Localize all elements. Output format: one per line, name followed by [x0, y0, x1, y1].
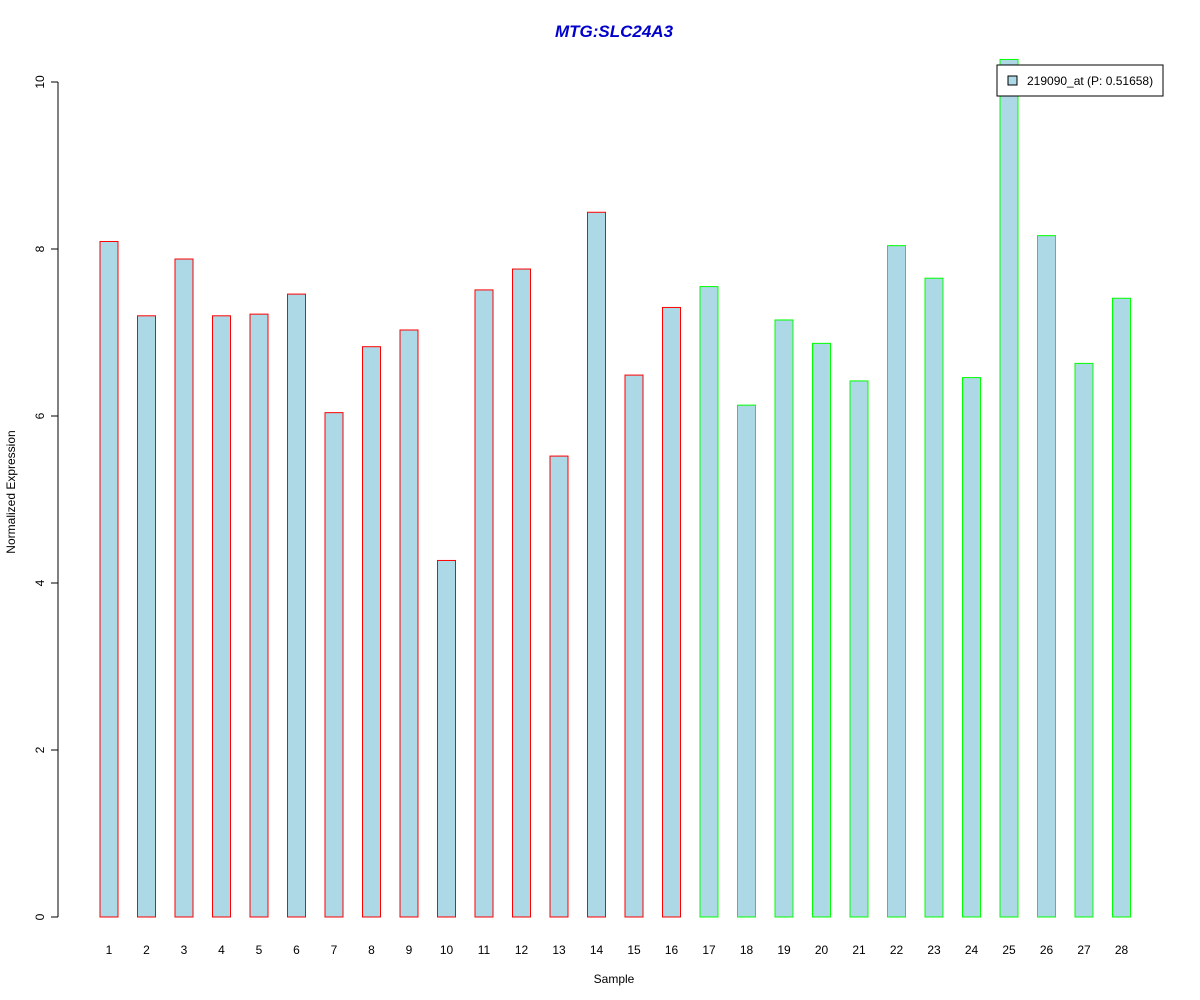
x-tick-label: 3	[181, 943, 188, 957]
x-tick-label: 9	[406, 943, 413, 957]
x-tick-label: 13	[552, 943, 566, 957]
bar-sample-20	[812, 342, 831, 918]
x-tick-label: 16	[665, 943, 679, 957]
x-tick-label: 27	[1077, 943, 1091, 957]
x-tick-label: 17	[702, 943, 716, 957]
legend-box	[996, 64, 1164, 97]
x-tick-label: 8	[368, 943, 375, 957]
legend-swatch	[1007, 75, 1018, 86]
y-tick-label: 2	[33, 746, 47, 753]
x-tick-label: 25	[1002, 943, 1016, 957]
bar-sample-17	[699, 286, 719, 918]
x-tick-label: 23	[927, 943, 941, 957]
x-tick-label: 1	[106, 943, 113, 957]
bar-sample-15	[624, 374, 644, 918]
bar-sample-14	[587, 211, 606, 918]
bar-sample-18	[737, 404, 756, 918]
x-tick-label: 5	[256, 943, 263, 957]
y-axis: 0 2 4 6 8 10	[33, 75, 59, 920]
x-tick-label: 15	[627, 943, 641, 957]
x-axis-label: Sample	[594, 972, 635, 986]
x-tick-label: 11	[478, 943, 491, 957]
bar-sample-21	[849, 380, 869, 918]
y-axis-label: Normalized Expression	[4, 430, 18, 553]
bar-sample-2	[137, 315, 156, 918]
x-tick-labels: 1 2 3 4 5 6 7 8 9 10 11 12 13 14 15 16 17 18 19 20 21 22 23 24 2…	[106, 943, 1129, 957]
bar-sample-1	[99, 240, 119, 918]
chart-title: MTG:SLC24A3	[555, 22, 674, 41]
x-tick-label: 4	[218, 943, 225, 957]
x-tick-label: 20	[815, 943, 829, 957]
y-tick-label: 6	[33, 412, 47, 419]
bar-sample-24	[962, 377, 981, 918]
bar-sample-27	[1074, 362, 1094, 918]
bar-sample-19	[774, 319, 794, 918]
x-tick-label: 10	[440, 943, 454, 957]
x-tick-label: 24	[965, 943, 979, 957]
bar-sample-28	[1112, 297, 1131, 918]
y-tick-label: 8	[33, 245, 47, 252]
x-tick-label: 6	[293, 943, 300, 957]
bar-sample-5	[249, 313, 269, 918]
bar-sample-26	[1037, 235, 1056, 918]
y-tick-label: 4	[33, 579, 47, 586]
bar-sample-25	[999, 58, 1019, 918]
x-tick-label: 22	[890, 943, 904, 957]
bar-sample-16	[662, 306, 681, 918]
x-tick-label: 2	[143, 943, 150, 957]
bar-sample-22	[887, 245, 906, 918]
bar-sample-10	[437, 559, 456, 918]
bar-sample-3	[174, 258, 194, 918]
x-tick-label: 21	[852, 943, 866, 957]
y-tick-label: 10	[33, 75, 47, 89]
bar-sample-11	[474, 289, 494, 918]
y-tick-label: 0	[33, 913, 47, 920]
x-tick-label: 14	[590, 943, 604, 957]
bar-sample-7	[324, 412, 344, 918]
bar-sample-4	[212, 315, 231, 918]
bar-sample-13	[549, 455, 569, 918]
x-tick-label: 18	[740, 943, 754, 957]
legend: 219090_at (P: 0.51658)	[996, 64, 1164, 97]
bar-sample-8	[362, 346, 381, 918]
bar-sample-23	[924, 277, 944, 918]
bars-group	[99, 58, 1131, 918]
x-tick-label: 7	[331, 943, 338, 957]
x-tick-label: 26	[1040, 943, 1054, 957]
x-tick-label: 28	[1115, 943, 1129, 957]
x-tick-label: 19	[777, 943, 791, 957]
x-tick-label: 12	[515, 943, 529, 957]
bar-sample-12	[512, 268, 531, 918]
legend-label: 219090_at (P: 0.51658)	[1027, 74, 1153, 88]
bar-sample-9	[399, 329, 419, 918]
bar-sample-6	[287, 293, 306, 918]
